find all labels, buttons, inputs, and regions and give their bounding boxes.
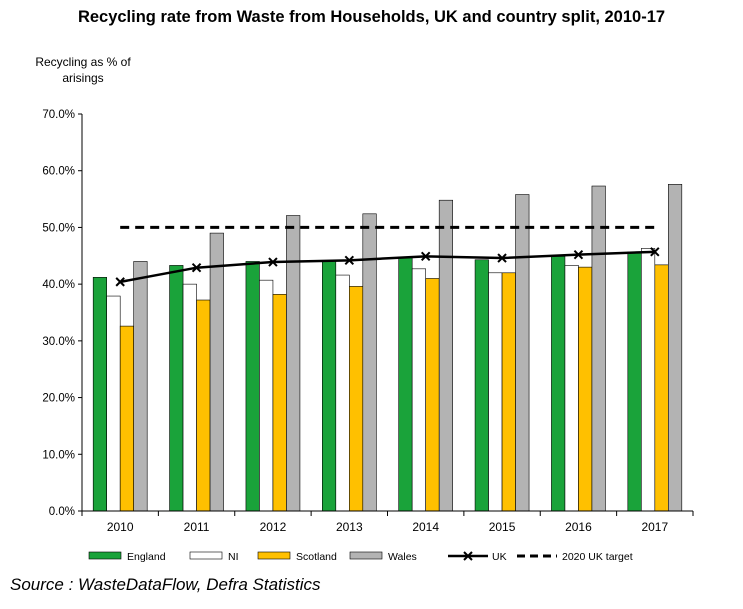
uk-point (344, 255, 355, 266)
bar-scotland (425, 278, 440, 512)
bar-england (627, 251, 642, 512)
bar-wales (668, 184, 683, 512)
legend-swatch (257, 551, 291, 560)
uk-point (115, 277, 125, 287)
bar-ni (335, 274, 350, 512)
x-tick-label: 2012 (260, 520, 287, 534)
uk-point (497, 253, 507, 263)
legend-item-wales: Wales (349, 551, 417, 563)
x-tick-label: 2013 (336, 520, 363, 534)
x-tick-label: 2014 (412, 520, 439, 534)
legend-swatch (88, 551, 122, 560)
y-tick-label: 30.0% (42, 336, 75, 348)
bar-ni (182, 283, 197, 512)
bar-scotland (349, 286, 364, 512)
legend: England NI Scotland Wales UK 2020 UK target (88, 551, 633, 563)
bar-wales (286, 215, 301, 512)
bar-england (398, 256, 413, 512)
legend-label: England (127, 551, 166, 563)
legend-label: 2020 UK target (562, 551, 633, 563)
bar-wales (209, 232, 224, 512)
bar-scotland (501, 272, 516, 512)
bar-ni (488, 272, 503, 512)
legend-swatch (349, 551, 383, 560)
bar-ni (641, 248, 656, 512)
y-tick-label: 70.0% (42, 109, 75, 121)
bar-ni (259, 279, 274, 512)
bar-ni (564, 265, 579, 512)
bar-scotland (119, 325, 134, 512)
legend-item-ni: NI (189, 551, 239, 563)
legend-item-2020-uk-target: 2020 UK target (517, 551, 633, 563)
y-tick-label: 60.0% (42, 166, 75, 178)
bar-england (169, 265, 184, 512)
legend-label: UK (492, 551, 507, 563)
bar-wales (438, 199, 453, 512)
bar-england (474, 259, 489, 512)
bar-scotland (654, 264, 669, 512)
x-tick-label: 2010 (107, 520, 134, 534)
bar-england (245, 261, 260, 512)
bar-wales (133, 261, 148, 512)
bar-ni (106, 295, 121, 512)
chart-title: Recycling rate from Waste from Household… (77, 8, 666, 26)
legend-item-england: England (88, 551, 166, 563)
legend-item-uk: UK (448, 551, 507, 563)
y-tick-label: 0.0% (49, 506, 75, 518)
y-tick-label: 50.0% (42, 222, 75, 234)
y-tick-label: 10.0% (42, 449, 75, 461)
x-tick-label: 2016 (565, 520, 592, 534)
legend-item-scotland: Scotland (257, 551, 337, 563)
bar-ni (411, 268, 426, 512)
uk-point (191, 262, 202, 273)
bar-wales (591, 185, 606, 512)
uk-point (650, 247, 660, 257)
bar-england (92, 277, 107, 512)
uk-point (420, 251, 431, 262)
source-note: Source : WasteDataFlow, Defra Statistics (10, 575, 321, 594)
y-tick-label: 40.0% (42, 279, 75, 291)
legend-label: Scotland (296, 551, 337, 563)
bar-england (551, 256, 566, 512)
x-tick-label: 2011 (184, 520, 210, 534)
legend-label: Wales (388, 551, 417, 563)
plot-area: 0.0% 10.0% 20.0% 30.0% 40.0% 50.0% 60.0% 70.0% 2… (42, 109, 694, 534)
legend-swatch (189, 551, 223, 560)
y-axis-label: Recycling as % of arisings (35, 55, 131, 85)
legend-label: NI (228, 551, 239, 563)
bar-england (322, 260, 337, 512)
x-tick-label: 2017 (641, 520, 668, 534)
bar-scotland (272, 294, 287, 512)
x-tick-label: 2015 (489, 520, 516, 534)
y-tick-label: 20.0% (42, 393, 75, 405)
uk-point (573, 249, 584, 260)
uk-point (268, 257, 278, 267)
bar-wales (515, 194, 530, 512)
bar-scotland (578, 266, 593, 512)
series-line-uk (119, 250, 655, 284)
bar-scotland (196, 299, 211, 512)
